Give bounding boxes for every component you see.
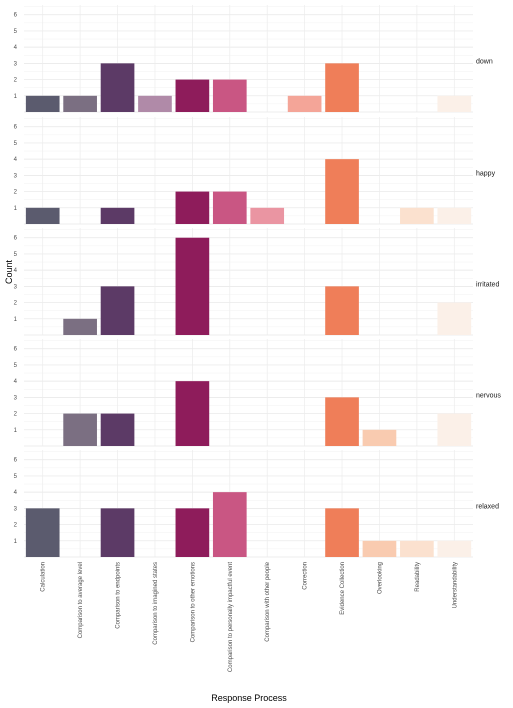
bar-happy-5 bbox=[175, 191, 210, 224]
bar-down-6 bbox=[212, 79, 247, 112]
y-tick-label: 2 bbox=[14, 523, 18, 529]
y-tick-label: 5 bbox=[14, 29, 18, 35]
bar-relaxed-3 bbox=[100, 508, 135, 557]
strip-label: irritated bbox=[476, 282, 499, 289]
x-tick-label: Comparison to personally impactful event bbox=[228, 562, 234, 672]
bar-down-9 bbox=[325, 63, 359, 112]
bar-relaxed-12 bbox=[437, 540, 472, 557]
strip-label: relaxed bbox=[476, 504, 499, 511]
strip-label: nervous bbox=[476, 393, 501, 400]
bar-irritated-12 bbox=[437, 302, 472, 335]
x-tick-label: Comparison with other people bbox=[265, 561, 271, 641]
bar-relaxed-1 bbox=[25, 508, 60, 557]
bar-irritated-9 bbox=[325, 286, 359, 335]
y-tick-label: 6 bbox=[14, 458, 18, 464]
y-tick-label: 3 bbox=[14, 395, 18, 401]
y-tick-label: 1 bbox=[14, 94, 18, 100]
bar-nervous-10 bbox=[362, 429, 397, 446]
y-tick-label: 2 bbox=[14, 412, 18, 418]
y-tick-label: 4 bbox=[14, 490, 18, 496]
bar-nervous-12 bbox=[437, 413, 472, 446]
panel-relaxed: 1 2 3 4 5 6 relaxed bbox=[14, 450, 499, 558]
y-tick-label: 2 bbox=[14, 78, 18, 84]
y-tick-label: 4 bbox=[14, 157, 18, 163]
strip-label: happy bbox=[476, 171, 496, 178]
y-tick-label: 3 bbox=[14, 284, 18, 290]
bar-down-12 bbox=[437, 95, 472, 112]
bar-happy-7 bbox=[250, 207, 285, 224]
bar-down-3 bbox=[100, 63, 135, 112]
x-tick-label: Comparison to imagined states bbox=[153, 562, 159, 645]
y-tick-label: 5 bbox=[14, 474, 18, 480]
y-tick-label: 6 bbox=[14, 13, 18, 19]
x-tick-label: Understandability bbox=[452, 562, 458, 608]
x-tick-label: Comparison to endpoints bbox=[116, 562, 122, 629]
panel-nervous: 1 2 3 4 5 6 nervous bbox=[14, 339, 501, 447]
x-tick-label: Comparison to average level bbox=[78, 562, 84, 638]
x-tick-label: Comparison to other emotions bbox=[190, 562, 196, 642]
bar-happy-1 bbox=[25, 207, 60, 224]
x-tick-labels: Calculation Comparison to average level Co… bbox=[41, 561, 459, 672]
y-tick-label: 3 bbox=[14, 173, 18, 179]
y-tick-label: 2 bbox=[14, 301, 18, 307]
x-tick-label: Evidence Collection bbox=[340, 562, 346, 615]
bar-relaxed-11 bbox=[400, 540, 434, 557]
bar-happy-3 bbox=[100, 207, 135, 224]
bar-relaxed-10 bbox=[362, 540, 397, 557]
bar-nervous-5 bbox=[175, 381, 210, 446]
y-tick-label: 6 bbox=[14, 236, 18, 242]
panel-happy: 1 2 3 4 5 6 happy bbox=[14, 117, 496, 225]
x-tick-label: Correction bbox=[303, 562, 309, 590]
bar-relaxed-9 bbox=[325, 508, 359, 557]
bar-happy-9 bbox=[325, 159, 359, 224]
y-tick-label: 3 bbox=[14, 61, 18, 67]
bar-happy-6 bbox=[212, 191, 247, 224]
y-tick-label: 5 bbox=[14, 252, 18, 258]
x-axis-title: Response Process bbox=[211, 693, 287, 703]
bar-nervous-9 bbox=[325, 397, 359, 446]
bar-nervous-3 bbox=[100, 413, 135, 446]
bar-relaxed-6 bbox=[212, 492, 247, 557]
bar-down-5 bbox=[175, 79, 210, 112]
bar-down-2 bbox=[63, 95, 97, 112]
bar-irritated-2 bbox=[63, 318, 97, 335]
panel-irritated: 1 2 3 4 5 6 irritated bbox=[14, 228, 499, 336]
bar-happy-11 bbox=[400, 207, 434, 224]
strip-label: down bbox=[476, 59, 493, 66]
y-tick-label: 1 bbox=[14, 428, 18, 434]
y-axis-title: Count bbox=[4, 260, 14, 285]
y-tick-label: 4 bbox=[14, 45, 18, 51]
x-tick-label: Overlooking bbox=[377, 562, 383, 594]
y-tick-label: 5 bbox=[14, 363, 18, 369]
y-tick-label: 4 bbox=[14, 379, 18, 385]
bar-happy-12 bbox=[437, 207, 472, 224]
y-tick-label: 1 bbox=[14, 317, 18, 323]
y-tick-label: 4 bbox=[14, 268, 18, 274]
y-tick-label: 2 bbox=[14, 190, 18, 196]
bar-down-8 bbox=[287, 95, 322, 112]
y-tick-label: 3 bbox=[14, 506, 18, 512]
bar-down-4 bbox=[138, 95, 172, 112]
y-tick-label: 1 bbox=[14, 206, 18, 212]
bar-irritated-3 bbox=[100, 286, 135, 335]
bar-irritated-5 bbox=[175, 237, 210, 335]
bar-down-1 bbox=[25, 95, 60, 112]
panel-down: 1 2 3 4 5 6 down bbox=[14, 5, 493, 113]
y-tick-label: 6 bbox=[14, 125, 18, 131]
y-tick-label: 6 bbox=[14, 347, 18, 353]
panels-layer: 1 2 3 4 5 6 down 1 2 3 4 5 6 happy 1 2 3 4 5 6 irritated 1 2 3 4… bbox=[14, 5, 501, 558]
bar-nervous-2 bbox=[63, 413, 97, 446]
y-tick-label: 1 bbox=[14, 539, 18, 545]
bar-relaxed-5 bbox=[175, 508, 210, 557]
x-tick-label: Readability bbox=[415, 562, 421, 592]
x-tick-label: Calculation bbox=[41, 562, 47, 592]
y-tick-label: 5 bbox=[14, 141, 18, 147]
